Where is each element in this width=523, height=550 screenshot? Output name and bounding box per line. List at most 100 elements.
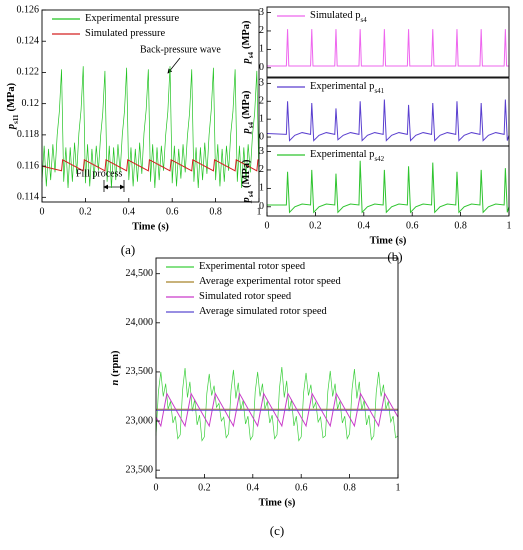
y-tick-label: 0 — [259, 131, 264, 142]
series-line — [41, 159, 259, 172]
legend-name: Experimental pressure — [85, 13, 180, 24]
x-axis-label: Time (s) — [132, 221, 169, 232]
x-tick-label: 0 — [154, 482, 159, 493]
legend-label: Average simulated rotor speed — [199, 306, 328, 317]
annotation: Fill process — [76, 168, 122, 179]
plot-frame — [266, 77, 510, 147]
panel-label: (b) — [387, 249, 402, 264]
y-axis-label: ps4 (MPa) — [241, 90, 254, 135]
y-label-symbol: p — [241, 128, 252, 134]
y-tick-label: 1 — [259, 44, 264, 55]
y-tick-label: 0.12 — [22, 98, 40, 109]
y-tick-label: 0 — [259, 201, 264, 212]
y-label-symbol: p — [6, 124, 17, 130]
y-tick-label: 23,500 — [126, 366, 154, 377]
plot-frame — [266, 145, 510, 217]
y-tick-label: 24,500 — [126, 268, 154, 279]
y-label-unit: (MPa) — [241, 20, 252, 49]
series-line — [155, 366, 399, 442]
y-label-sub: s4 — [247, 52, 255, 59]
panel-label: (c) — [270, 523, 284, 538]
legend-sub: s41 — [374, 87, 384, 95]
y-label-unit: (MPa) — [6, 82, 17, 111]
legend-label: Simulated ps4 — [310, 10, 367, 23]
y-tick-label: 2 — [259, 164, 264, 175]
legend-name: Average simulated rotor speed — [199, 306, 328, 317]
series-line — [41, 66, 260, 188]
y-tick-label: 0.114 — [17, 192, 39, 203]
x-axis-label: Time (s) — [370, 235, 407, 246]
y-tick-label: 3 — [259, 7, 264, 18]
y-tick-label: 0 — [259, 62, 264, 73]
series-line — [267, 29, 509, 67]
x-tick-label: 0.8 — [343, 482, 356, 493]
legend-label: Average experimental rotor speed — [199, 276, 342, 287]
legend-label: Experimental ps42 — [310, 149, 385, 162]
y-axis-label: ps4 (MPa) — [241, 20, 254, 65]
y-label-symbol: n — [110, 380, 121, 386]
y-tick-label: 0.118 — [17, 129, 39, 140]
legend-sub: s42 — [374, 155, 384, 163]
y-tick-label: 3 — [259, 78, 264, 89]
y-label-sub: s11 — [12, 114, 20, 124]
y-tick-label: 0.116 — [17, 160, 39, 171]
x-tick-label: 1 — [257, 206, 262, 217]
legend-label: Simulated pressure — [85, 28, 166, 39]
plot-frame — [41, 9, 260, 203]
x-tick-label: 0 — [40, 206, 45, 217]
legend-name: Simulated rotor speed — [199, 291, 292, 302]
series-line — [267, 160, 510, 214]
x-tick-label: 0.2 — [309, 220, 322, 231]
y-label-unit: (rpm) — [110, 350, 121, 377]
panel-label: (a) — [121, 242, 135, 257]
y-tick-label: 0.126 — [17, 4, 40, 15]
y-tick-label: 23,000 — [126, 415, 154, 426]
x-tick-label: 0.6 — [166, 206, 179, 217]
x-tick-label: 1 — [396, 482, 401, 493]
plot-frame — [266, 6, 510, 78]
x-tick-label: 1 — [507, 220, 512, 231]
x-tick-label: 0.8 — [454, 220, 467, 231]
x-tick-label: 0.6 — [406, 220, 419, 231]
x-tick-label: 0.4 — [358, 220, 371, 231]
legend-label: Simulated rotor speed — [199, 291, 292, 302]
x-tick-label: 0.6 — [295, 482, 308, 493]
y-axis-label: ps4 (MPa) — [241, 159, 254, 204]
legend-sub: s4 — [360, 16, 367, 24]
annotation: Back-pressure wave — [140, 44, 221, 55]
x-tick-label: 0 — [265, 220, 270, 231]
x-tick-label: 0.2 — [79, 206, 92, 217]
y-label-unit: (MPa) — [241, 90, 252, 119]
y-tick-label: 1 — [259, 113, 264, 124]
legend-name: Average experimental rotor speed — [199, 276, 342, 287]
legend-name: Experimental p — [310, 81, 374, 92]
legend-name: Simulated p — [310, 10, 360, 21]
plot-frame — [155, 257, 399, 479]
y-tick-label: 2 — [259, 25, 264, 36]
x-tick-label: 0.4 — [247, 482, 260, 493]
legend-label: Experimental ps41 — [310, 81, 385, 94]
series-line — [266, 99, 510, 142]
y-tick-label: 23,500 — [126, 464, 154, 475]
x-tick-label: 0.4 — [123, 206, 136, 217]
y-axis-label: n (rpm) — [110, 350, 121, 386]
y-label-unit: (MPa) — [241, 159, 252, 188]
legend-label: Experimental rotor speed — [199, 261, 306, 272]
y-tick-label: 24,000 — [126, 317, 154, 328]
x-axis-label: Time (s) — [259, 497, 296, 508]
y-axis-label: ps11 (MPa) — [6, 82, 19, 130]
y-label-sub: s4 — [247, 122, 255, 129]
legend-name: Simulated pressure — [85, 28, 166, 39]
y-tick-label: 2 — [259, 96, 264, 107]
y-tick-label: 3 — [259, 146, 264, 157]
y-tick-label: 1 — [259, 183, 264, 194]
x-tick-label: 0.8 — [209, 206, 222, 217]
y-label-symbol: p — [241, 197, 252, 203]
y-label-sub: s4 — [247, 191, 255, 198]
y-tick-label: 0.124 — [17, 36, 40, 47]
legend-label: Experimental pressure — [85, 13, 180, 24]
y-label-symbol: p — [241, 58, 252, 64]
legend-name: Experimental rotor speed — [199, 261, 306, 272]
y-tick-label: 0.122 — [17, 67, 40, 78]
